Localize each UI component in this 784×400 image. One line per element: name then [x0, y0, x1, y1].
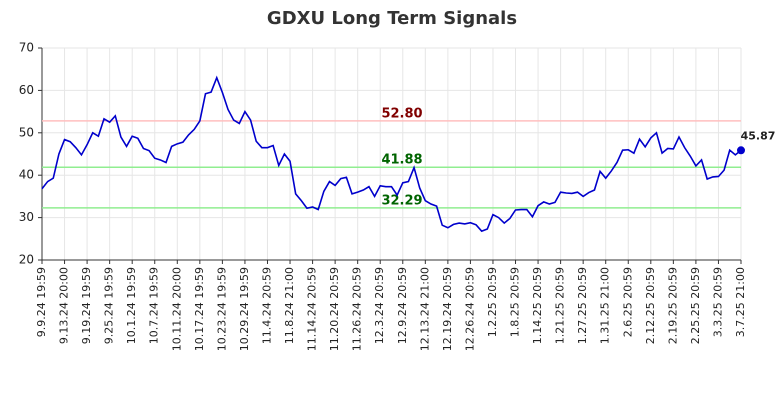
x-tick-label: 10.29.24 19:59 — [238, 267, 251, 351]
y-tick-label: 20 — [19, 253, 34, 267]
x-tick-label: 1.21.25 20:59 — [554, 267, 567, 344]
x-tick-label: 10.1.24 19:59 — [125, 267, 138, 344]
x-tick-label: 1.27.25 20:59 — [576, 267, 589, 344]
x-tick-label: 1.2.25 20:59 — [486, 267, 499, 337]
x-tick-label: 2.19.25 20:59 — [666, 267, 679, 344]
signal-label: 32.29 — [381, 193, 422, 208]
x-tick-label: 9.25.24 19:59 — [103, 267, 116, 344]
x-tick-label: 12.26.24 20:59 — [463, 267, 476, 351]
x-tick-label: 12.9.24 20:59 — [396, 267, 409, 344]
x-tick-label: 11.8.24 21:00 — [283, 267, 296, 344]
x-tick-label: 11.26.24 20:59 — [351, 267, 364, 351]
x-tick-label: 9.9.24 19:59 — [35, 267, 48, 337]
x-tick-label: 12.3.24 20:59 — [373, 267, 386, 344]
x-tick-label: 1.31.25 21:00 — [599, 267, 612, 344]
x-tick-label: 10.17.24 19:59 — [193, 267, 206, 351]
chart-title: GDXU Long Term Signals — [267, 8, 517, 29]
last-value-label: 45.87 — [741, 129, 776, 142]
x-tick-label: 10.7.24 19:59 — [148, 267, 161, 344]
x-tick-label: 2.25.25 20:59 — [689, 267, 702, 344]
last-point — [737, 146, 745, 155]
x-tick-label: 9.19.24 19:59 — [80, 267, 93, 344]
x-tick-label: 10.23.24 19:59 — [215, 267, 228, 351]
x-tick-label: 9.13.24 20:00 — [58, 267, 71, 344]
x-tick-label: 3.7.25 21:00 — [734, 267, 747, 337]
x-tick-label: 11.14.24 20:59 — [306, 267, 319, 351]
y-tick-label: 50 — [19, 125, 34, 139]
x-tick-label: 12.13.24 21:00 — [418, 267, 431, 351]
y-tick-label: 60 — [19, 83, 34, 97]
x-tick-label: 10.11.24 20:00 — [170, 267, 183, 351]
x-tick-label: 1.8.25 20:59 — [509, 267, 522, 337]
x-tick-label: 11.20.24 20:59 — [328, 267, 341, 351]
x-tick-label: 11.4.24 20:59 — [260, 267, 273, 344]
y-tick-label: 40 — [19, 168, 34, 182]
y-tick-label: 30 — [19, 210, 34, 224]
x-tick-label: 2.6.25 20:59 — [621, 267, 634, 337]
signal-label: 52.80 — [381, 106, 422, 121]
signal-label: 41.88 — [381, 153, 422, 168]
x-tick-label: 2.12.25 20:59 — [644, 267, 657, 344]
x-tick-label: 3.3.25 20:59 — [711, 267, 724, 337]
x-tick-label: 12.19.24 20:59 — [441, 267, 454, 351]
price-line — [41, 75, 742, 233]
y-tick-label: 70 — [19, 41, 34, 55]
x-tick-label: 1.14.25 20:59 — [531, 267, 544, 344]
